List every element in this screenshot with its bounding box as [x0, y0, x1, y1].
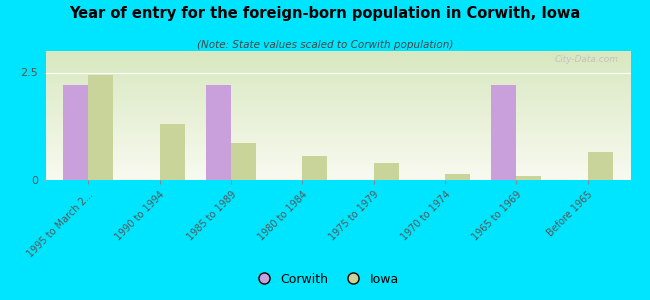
Text: City-Data.com: City-Data.com	[555, 55, 619, 64]
Bar	[588, 152, 613, 180]
Text: (Note: State values scaled to Corwith population): (Note: State values scaled to Corwith po…	[197, 40, 453, 50]
Bar	[88, 75, 113, 180]
Bar	[206, 85, 231, 180]
Bar	[445, 173, 470, 180]
Bar	[231, 143, 256, 180]
Bar	[302, 156, 328, 180]
Legend: Corwith, Iowa: Corwith, Iowa	[246, 268, 404, 291]
Text: Year of entry for the foreign-born population in Corwith, Iowa: Year of entry for the foreign-born popul…	[70, 6, 580, 21]
Bar	[516, 176, 541, 180]
Bar	[160, 124, 185, 180]
Bar	[491, 85, 516, 180]
Bar	[374, 163, 398, 180]
Bar	[63, 85, 88, 180]
